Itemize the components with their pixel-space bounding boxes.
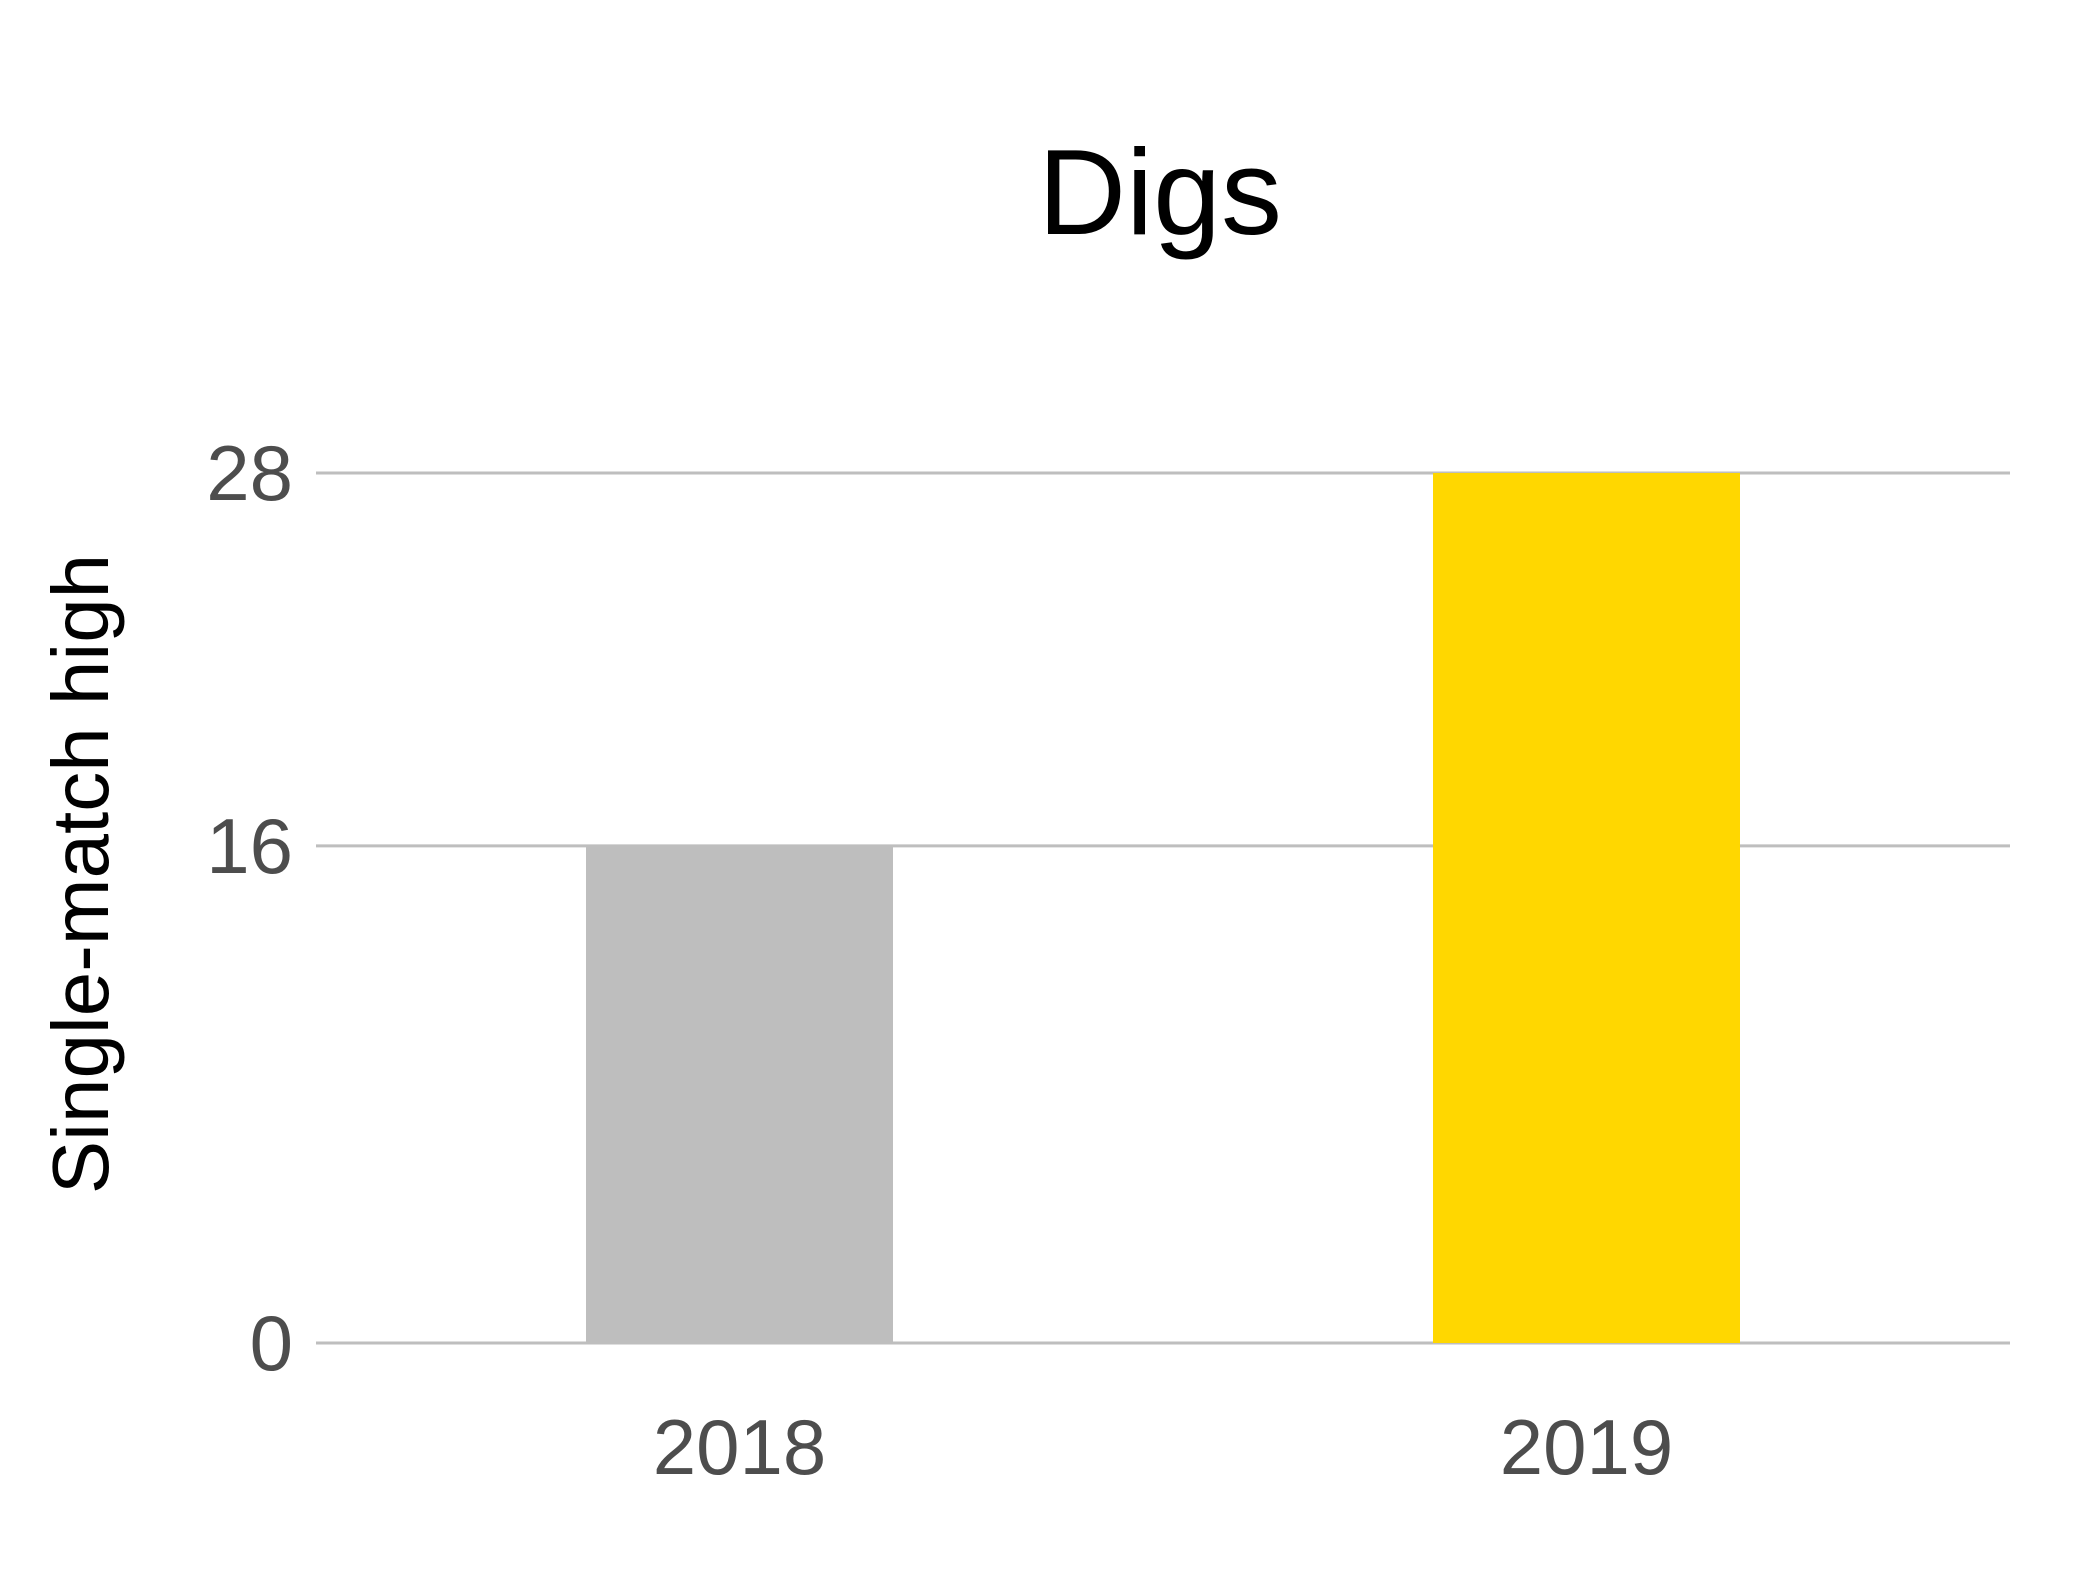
x-tick-label: 2018 (653, 1403, 827, 1491)
y-tick-label: 0 (250, 1299, 293, 1387)
chart-title: Digs (1038, 124, 1282, 260)
gridlines (316, 471, 2010, 1345)
y-tick-label: 28 (206, 429, 293, 517)
bar-2019 (1433, 473, 1740, 1343)
bars (586, 473, 1740, 1343)
x-tick-label: 2019 (1500, 1403, 1674, 1491)
y-tick-label: 16 (206, 802, 293, 890)
x-tick-labels: 2018 2019 (653, 1403, 1674, 1491)
bar-2018 (586, 845, 893, 1343)
y-tick-labels: 0 16 28 (206, 429, 293, 1387)
y-axis-label: Single-match high (36, 554, 125, 1194)
